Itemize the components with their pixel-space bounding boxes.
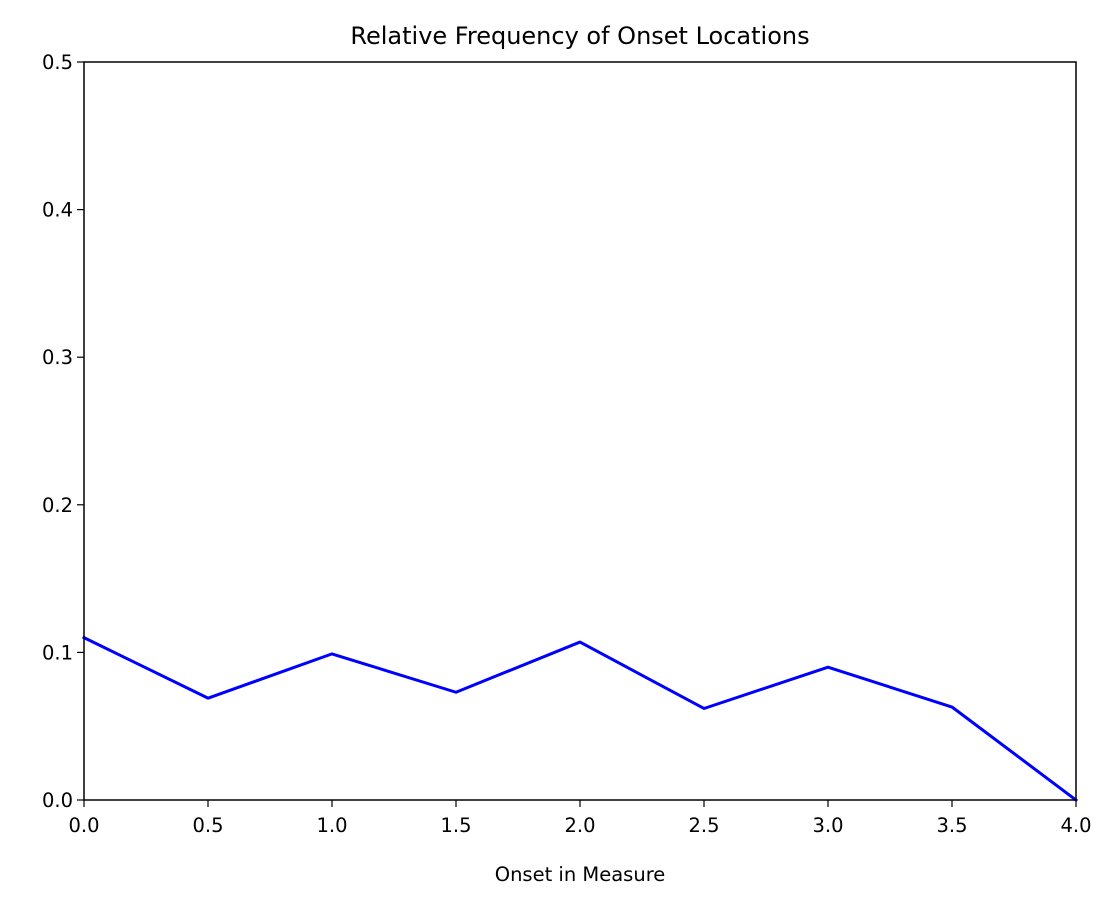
x-tick-label: 0.5 bbox=[192, 814, 223, 837]
x-tick-label: 0.0 bbox=[68, 814, 99, 837]
y-tick-label: 0.0 bbox=[42, 789, 73, 812]
y-axis-ticks: 0.0 0.1 0.2 0.3 0.4 0.5 bbox=[42, 51, 84, 812]
x-tick-label: 3.5 bbox=[936, 814, 967, 837]
y-tick-label: 0.1 bbox=[42, 641, 73, 664]
y-tick-label: 0.5 bbox=[42, 51, 73, 74]
y-tick-label: 0.3 bbox=[42, 346, 73, 369]
y-tick-label: 0.2 bbox=[42, 494, 73, 517]
y-tick-label: 0.4 bbox=[42, 199, 73, 222]
x-axis-ticks: 0.0 0.5 1.0 1.5 2.0 2.5 3.0 3.5 4.0 bbox=[68, 800, 1092, 837]
x-tick-label: 2.5 bbox=[688, 814, 719, 837]
x-tick-label: 1.0 bbox=[316, 814, 347, 837]
x-tick-label: 2.0 bbox=[564, 814, 595, 837]
series-layer bbox=[81, 635, 1079, 803]
chart-title: Relative Frequency of Onset Locations bbox=[350, 22, 809, 50]
series-line bbox=[81, 635, 1079, 803]
x-tick-label: 4.0 bbox=[1060, 814, 1091, 837]
x-tick-label: 1.5 bbox=[440, 814, 471, 837]
plot-area-frame bbox=[83, 61, 1077, 801]
x-axis-label: Onset in Measure bbox=[495, 863, 666, 886]
x-tick-label: 3.0 bbox=[812, 814, 843, 837]
